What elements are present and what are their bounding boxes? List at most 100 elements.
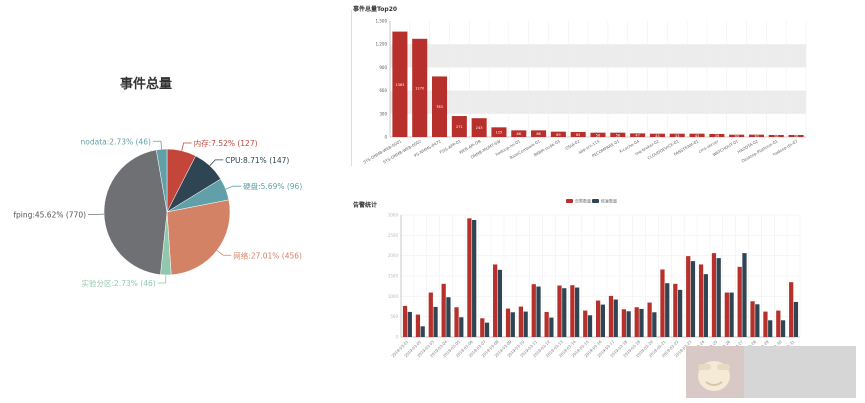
bar-recover-26: [742, 253, 747, 337]
pie-label-line-4: [157, 274, 167, 284]
bar-alarm-10: [531, 284, 536, 337]
bar-alarm-13: [570, 285, 575, 337]
bar-recover-13: [575, 287, 580, 337]
bar-4: [471, 118, 487, 137]
bar-alarm-7: [493, 264, 498, 337]
bar-value-label: 1270: [415, 86, 424, 90]
bar-value-label: 86: [517, 132, 521, 136]
y-tick-label: 300: [379, 111, 387, 116]
pie-label-line-3: [216, 250, 232, 256]
bar-alarm-8: [505, 308, 511, 337]
bar-recover-27: [755, 304, 760, 337]
bar-alarm-21: [673, 283, 678, 337]
bar-recover-10: [536, 286, 541, 337]
bar-recover-9: [523, 311, 528, 337]
bar-5: [491, 127, 507, 137]
pie-slice-5: [103, 149, 168, 275]
pie-chart-title: 事件总量: [120, 77, 173, 92]
bar-recover-29: [780, 320, 786, 337]
bar-alarm-26: [737, 266, 742, 337]
bar-alarm-23: [698, 264, 704, 337]
bar-17: [729, 134, 745, 137]
bar-alarm-22: [686, 256, 691, 337]
bar-value-label: 39: [715, 134, 719, 138]
pie-label-5: fping:45.62% (770): [13, 210, 86, 219]
bar-recover-12: [562, 288, 567, 337]
bar-recover-8: [510, 312, 515, 337]
bar-recover-20: [665, 283, 670, 337]
pie-label-line-0: [181, 142, 192, 151]
bar-0: [392, 31, 408, 138]
bar-alarm-18: [634, 307, 639, 337]
bar-alarm-19: [647, 302, 652, 337]
bar-value-label: 783: [436, 105, 443, 109]
bar-value-label: 26: [794, 134, 798, 138]
overlay-banner: [686, 346, 856, 398]
bar-alarm-27: [750, 301, 755, 337]
bar-alarm-4: [454, 307, 459, 337]
bar-3: [451, 116, 467, 137]
y-tick-label: 1000: [388, 294, 399, 299]
panel-divider: [351, 10, 352, 166]
pie-label-line-1: [209, 159, 224, 167]
bar-alarm-28: [763, 311, 768, 337]
legend-label-0: 告警数量: [575, 198, 591, 204]
bar-recover-5: [472, 220, 477, 337]
pie-label-6: nodata:2.73% (46): [81, 137, 151, 146]
bar-6: [511, 130, 527, 137]
bar-recover-2: [433, 306, 438, 337]
bar-10: [590, 132, 606, 137]
bar-alarm-12: [557, 285, 562, 337]
bar-alarm-17: [621, 309, 626, 337]
bar-recover-6: [484, 322, 490, 337]
pie-label-4: 实验分区:2.73% (46): [82, 278, 156, 288]
bar-alarm-1: [415, 314, 421, 337]
y-tick-label: 1,500: [376, 19, 388, 24]
bar-value-label: 43: [675, 134, 679, 138]
bar-alarm-0: [402, 305, 408, 337]
pie-label-1: CPU:8.71% (147): [225, 156, 289, 165]
bar-value-label: 56: [596, 133, 600, 137]
bar-value-label: 65: [576, 133, 580, 137]
bar-recover-22: [690, 261, 696, 337]
bar-alarm-29: [776, 310, 781, 337]
y-tick-label: 1,200: [376, 42, 388, 47]
legend-swatch-0: [566, 199, 573, 203]
bar-alarm-16: [608, 295, 614, 337]
grid-band: [390, 44, 806, 68]
y-tick-label: 1500: [388, 274, 399, 279]
top20-chart-title: 事件总量Top20: [353, 6, 398, 13]
y-tick-label: 500: [390, 314, 398, 319]
bar-recover-15: [600, 304, 606, 337]
legend-swatch-1: [592, 199, 599, 203]
monkey-face-icon: [686, 346, 744, 398]
bar-alarm-24: [711, 253, 717, 337]
bar-value-label: 86: [536, 132, 540, 136]
bar-recover-24: [716, 258, 721, 337]
y-tick-label: 900: [379, 65, 387, 70]
bar-value-label: 43: [695, 134, 699, 138]
bar-alarm-20: [660, 269, 665, 337]
bar-value-label: 47: [635, 134, 639, 138]
grid-band: [390, 90, 806, 114]
bar-11: [610, 132, 626, 137]
bar-15: [689, 133, 705, 137]
bar-20: [788, 134, 804, 137]
bar-recover-18: [639, 308, 644, 337]
bar-recover-1: [420, 326, 425, 337]
bar-recover-23: [703, 274, 708, 337]
bar-13: [649, 133, 665, 137]
bar-2: [431, 76, 448, 137]
bar-recover-30: [793, 301, 799, 337]
bar-alarm-6: [480, 318, 485, 337]
pie-label-3: 网络:27.01% (456): [233, 250, 302, 260]
y-tick-label: 600: [379, 88, 387, 93]
y-tick-label: 2500: [388, 233, 399, 238]
bar-value-label: 69: [556, 133, 560, 137]
pie-label-2: 硬盘:5.69% (96): [243, 181, 302, 191]
bar-recover-11: [549, 317, 554, 337]
bar-recover-28: [768, 320, 773, 337]
bar-recover-21: [677, 289, 683, 337]
y-tick-label: 0: [384, 135, 387, 140]
